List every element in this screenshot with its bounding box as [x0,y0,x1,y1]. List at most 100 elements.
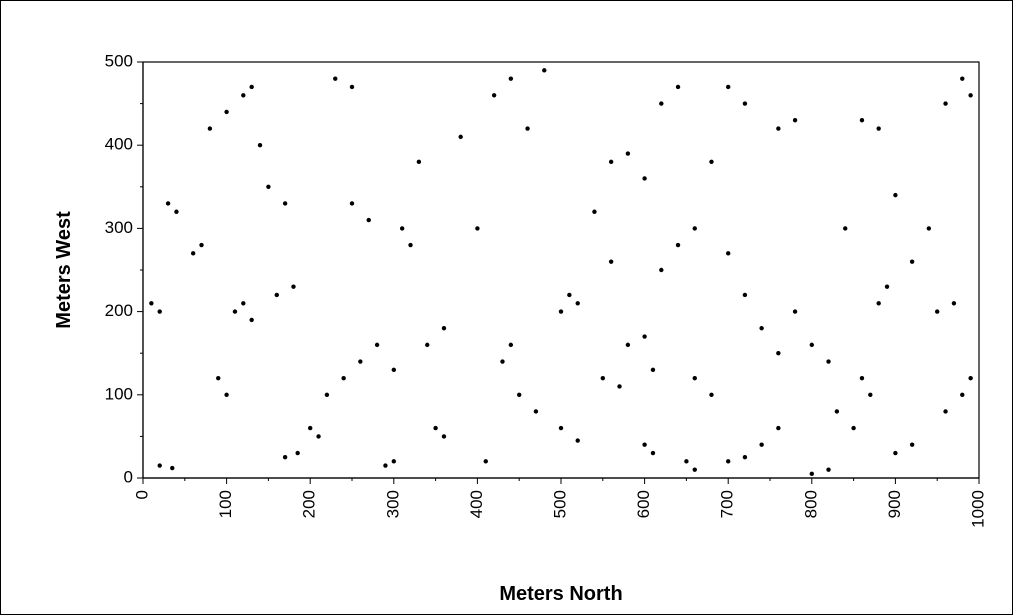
data-point [826,467,831,472]
data-point [876,301,881,306]
data-point [199,242,204,248]
y-tick-label: 400 [105,135,133,154]
x-tick-label: 0 [132,490,151,499]
data-point [650,450,656,456]
data-point [709,159,714,165]
y-tick-label: 100 [105,384,133,403]
data-point [491,93,497,98]
data-point [224,109,229,115]
data-point [216,375,221,381]
data-point [709,392,714,397]
data-point [324,392,330,397]
data-point [968,93,973,98]
data-point [608,259,614,264]
data-point [834,409,840,414]
data-point [266,184,271,189]
data-point [868,392,873,397]
data-point [517,392,522,397]
data-point [675,242,681,248]
data-point [859,375,865,381]
data-point [826,359,831,364]
data-point [909,259,915,264]
data-point [391,459,396,464]
data-point [692,467,697,472]
y-tick-label: 300 [105,218,133,237]
data-point [600,375,605,381]
data-point [558,425,564,431]
data-point [792,118,798,123]
data-point [170,465,175,471]
data-point [809,471,814,477]
data-point [776,126,781,131]
data-point [684,459,689,464]
data-point [792,309,798,314]
data-point [232,309,238,314]
x-tick-label: 300 [383,490,402,518]
data-point [241,93,246,98]
points-layer [149,68,973,477]
data-point [224,392,229,397]
data-point [341,375,346,381]
data-point [935,309,940,314]
data-point [592,209,597,214]
data-point [282,455,288,460]
data-point [458,134,463,140]
data-point [608,159,614,165]
data-point [726,84,731,90]
data-point [241,301,246,306]
data-point [625,342,631,348]
y-tick-label: 200 [105,301,133,320]
data-point [558,309,564,314]
data-point [617,384,622,389]
data-point [282,201,288,206]
data-point [291,284,296,289]
data-point [625,151,631,156]
data-point [851,425,856,431]
data-point [500,359,505,364]
data-point [742,292,748,298]
data-point [876,126,881,131]
x-axis-title: Meters North [499,583,622,605]
data-point [383,463,388,468]
data-point [759,326,764,331]
data-point [926,226,932,231]
data-point [726,251,731,256]
data-point [692,226,697,231]
data-point [659,267,664,273]
data-point [391,367,396,373]
data-point [776,351,781,356]
y-tick-label: 500 [105,51,133,70]
data-point [425,342,430,348]
data-point [441,326,447,331]
data-point [659,101,664,106]
data-point [692,375,697,381]
data-point [257,143,263,148]
plot-border [142,61,980,479]
data-point [374,342,380,348]
data-point [726,459,731,464]
plot-area [142,61,980,479]
x-tick-label: 400 [467,490,486,518]
data-point [349,201,355,206]
data-point [742,101,748,106]
data-point [483,459,488,464]
x-tick-label: 800 [801,490,820,518]
data-point [809,342,814,348]
data-point [433,425,438,431]
data-point [893,192,898,198]
data-point [408,242,413,248]
data-point [274,292,279,298]
data-point [249,84,254,90]
y-tick-label: 0 [124,467,133,486]
data-point [960,392,965,397]
data-point [909,442,915,447]
data-point [943,101,948,106]
data-point [349,84,355,90]
data-point [174,209,179,214]
data-point [650,367,656,373]
data-point [249,317,254,323]
data-point [157,463,162,468]
data-point [149,301,154,306]
x-tick-label: 100 [216,490,235,518]
data-point [859,118,865,123]
